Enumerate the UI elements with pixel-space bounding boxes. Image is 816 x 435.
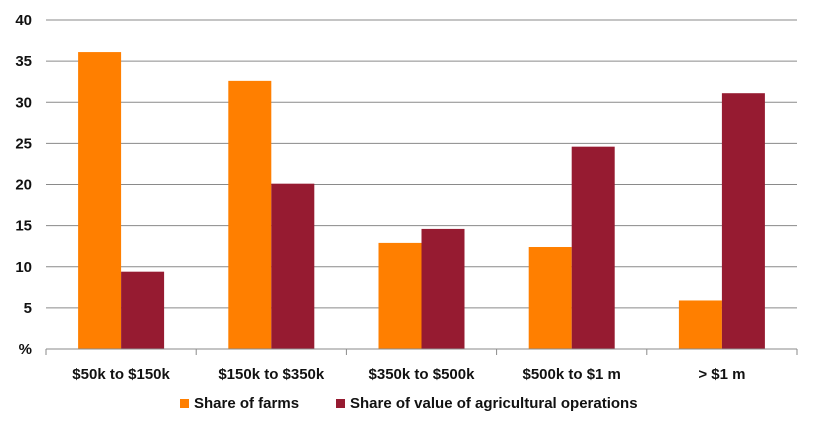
y-tick-label: 30 <box>15 94 32 111</box>
y-axis-ticks: % 5 10 15 20 25 30 35 40 <box>15 12 32 358</box>
x-axis-ticks <box>45 349 798 355</box>
category-label: > $1 m <box>698 366 745 383</box>
legend-label: Share of value of agricultural operation… <box>350 395 638 412</box>
bar-share-of-farms <box>78 52 122 349</box>
category-label: $150k to $350k <box>218 366 325 383</box>
bar-share-of-farms <box>678 300 722 349</box>
y-tick-label: 15 <box>15 218 32 235</box>
bar-share-of-farms <box>528 247 572 349</box>
legend-swatch <box>180 399 189 408</box>
bar-share-of-value <box>721 93 765 349</box>
bar-share-of-value <box>571 146 615 349</box>
bars <box>78 52 765 350</box>
category-label: $50k to $150k <box>72 366 170 383</box>
category-label: $500k to $1 m <box>522 366 620 383</box>
category-labels: $50k to $150k $150k to $350k $350k to $500… <box>72 366 745 383</box>
y-tick-label: 10 <box>15 259 32 276</box>
bar-share-of-farms <box>228 80 272 350</box>
y-tick-label: 20 <box>15 177 32 194</box>
gridlines <box>46 19 797 309</box>
y-tick-label: 25 <box>15 135 32 152</box>
category-label: $350k to $500k <box>369 366 476 383</box>
bar-share-of-value <box>421 228 465 349</box>
y-tick-label: 40 <box>15 12 32 29</box>
y-tick-label: 5 <box>24 300 32 317</box>
legend: Share of farms Share of value of agricult… <box>180 395 638 412</box>
bar-share-of-value <box>271 183 315 349</box>
bar-share-of-value <box>121 271 165 349</box>
legend-label: Share of farms <box>194 395 299 412</box>
legend-swatch <box>336 399 345 408</box>
y-tick-label: 35 <box>15 53 32 70</box>
bar-share-of-farms <box>378 242 422 349</box>
y-tick-label: % <box>19 341 32 358</box>
